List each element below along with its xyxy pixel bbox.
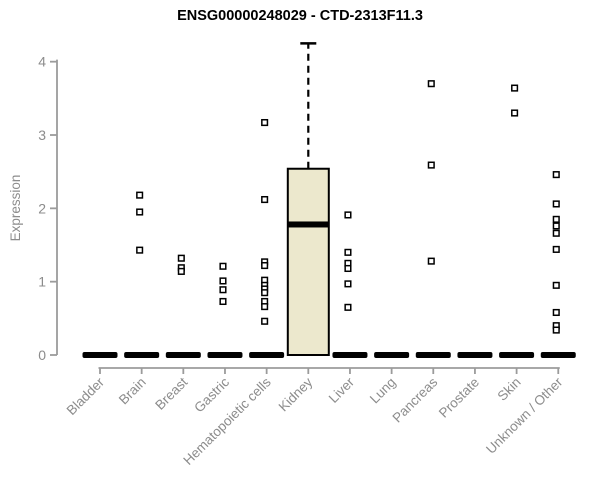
flat-boxplot-bar bbox=[374, 352, 410, 358]
data-point bbox=[552, 229, 560, 237]
data-point bbox=[261, 289, 269, 297]
data-point bbox=[261, 261, 269, 270]
data-point bbox=[511, 84, 519, 92]
x-tick-label: Prostate bbox=[436, 375, 482, 421]
flat-boxplot-bar bbox=[499, 352, 535, 358]
data-point bbox=[219, 277, 227, 285]
data-point bbox=[552, 281, 560, 289]
box bbox=[286, 167, 330, 356]
data-point bbox=[344, 248, 352, 256]
data-point bbox=[552, 245, 560, 253]
data-point bbox=[552, 326, 560, 334]
data-point bbox=[177, 267, 185, 275]
y-tick-label: 0 bbox=[38, 347, 46, 363]
flat-boxplot-bar bbox=[249, 352, 285, 358]
data-point bbox=[344, 211, 352, 219]
data-point bbox=[261, 317, 269, 325]
x-tick-label: Unknown / Other bbox=[483, 374, 566, 457]
data-point bbox=[136, 246, 144, 254]
flat-boxplot-bar bbox=[540, 352, 576, 358]
flat-boxplot-bar bbox=[415, 352, 451, 358]
data-point bbox=[552, 222, 560, 230]
y-tick-label: 4 bbox=[38, 54, 46, 70]
x-tick-label: Skin bbox=[495, 375, 524, 404]
data-point bbox=[219, 297, 227, 306]
data-point bbox=[219, 286, 227, 294]
x-tick-label: Gastric bbox=[191, 374, 232, 415]
chart-title: ENSG00000248029 - CTD-2313F11.3 bbox=[177, 8, 423, 24]
y-tick-label: 1 bbox=[38, 274, 46, 290]
x-tick-label: Lung bbox=[367, 375, 399, 407]
data-point bbox=[344, 303, 352, 311]
flat-boxplot-bar bbox=[124, 352, 160, 358]
flat-boxplot-bar bbox=[82, 352, 118, 358]
x-tick-label: Bladder bbox=[64, 374, 108, 418]
flat-boxplot-bar bbox=[332, 352, 368, 358]
data-point bbox=[552, 215, 560, 223]
data-point bbox=[552, 200, 560, 208]
x-tick-label: Kidney bbox=[276, 374, 316, 414]
x-tick-label: Liver bbox=[326, 374, 358, 406]
data-point bbox=[552, 308, 560, 317]
data-point bbox=[427, 161, 435, 169]
data-point bbox=[511, 109, 519, 117]
median-line bbox=[287, 221, 329, 228]
y-tick-label: 3 bbox=[38, 127, 46, 143]
data-point bbox=[344, 264, 352, 273]
x-tick-label: Breast bbox=[152, 374, 190, 412]
flat-boxplot-bar bbox=[207, 352, 243, 358]
data-point bbox=[261, 195, 269, 204]
data-point bbox=[427, 80, 435, 88]
flat-boxplot-bar bbox=[165, 352, 201, 358]
data-point bbox=[177, 254, 185, 262]
data-point bbox=[261, 118, 269, 127]
data-point bbox=[261, 303, 269, 311]
data-point bbox=[136, 191, 144, 199]
y-axis-title: Expression bbox=[8, 174, 23, 242]
data-point bbox=[344, 280, 352, 288]
x-tick-label: Pancreas bbox=[389, 374, 440, 425]
data-point bbox=[427, 257, 435, 265]
data-point bbox=[136, 208, 144, 216]
x-tick-label: Brain bbox=[116, 375, 149, 408]
data-point bbox=[219, 262, 227, 270]
flat-boxplot-bar bbox=[457, 352, 493, 358]
y-tick-label: 2 bbox=[38, 200, 46, 216]
data-point bbox=[552, 171, 560, 179]
